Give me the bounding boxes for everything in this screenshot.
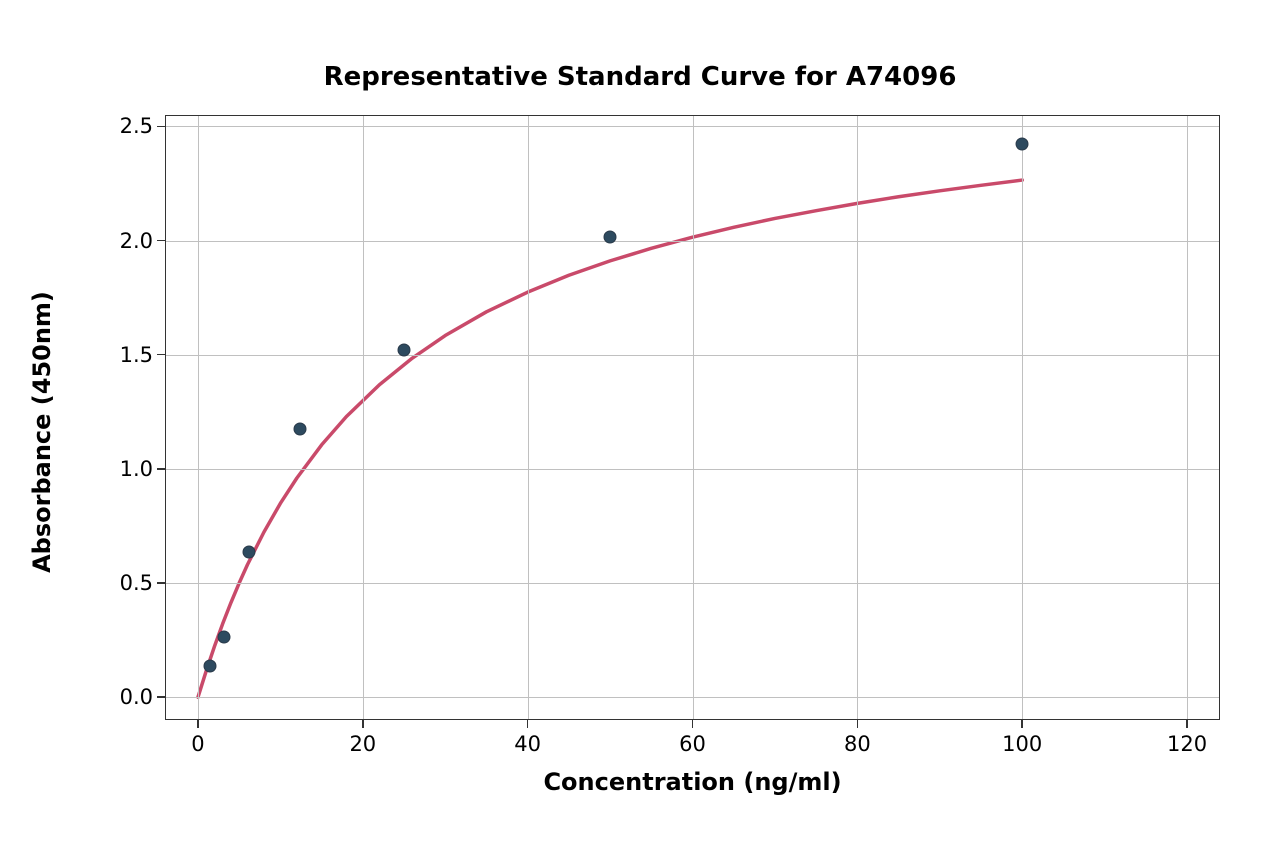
x-tick-label: 20 xyxy=(349,732,376,756)
y-tick-mark xyxy=(157,696,165,698)
x-tick-mark xyxy=(857,720,859,728)
x-tick-label: 0 xyxy=(191,732,204,756)
x-tick-label: 80 xyxy=(844,732,871,756)
x-tick-mark xyxy=(1186,720,1188,728)
y-tick-mark xyxy=(157,354,165,356)
y-tick-label: 0.5 xyxy=(115,571,153,595)
x-tick-mark xyxy=(692,720,694,728)
y-tick-mark xyxy=(157,126,165,128)
x-tick-mark xyxy=(1021,720,1023,728)
x-tick-label: 40 xyxy=(514,732,541,756)
y-tick-mark xyxy=(157,240,165,242)
x-axis-label: Concentration (ng/ml) xyxy=(165,768,1220,796)
y-tick-mark xyxy=(157,468,165,470)
x-tick-mark xyxy=(527,720,529,728)
x-tick-label: 100 xyxy=(1002,732,1042,756)
plot-area xyxy=(165,115,1220,720)
x-tick-label: 60 xyxy=(679,732,706,756)
x-tick-mark xyxy=(362,720,364,728)
y-tick-mark xyxy=(157,582,165,584)
y-tick-label: 0.0 xyxy=(115,685,153,709)
y-axis-label: Absorbance (450nm) xyxy=(28,282,56,582)
plot-border xyxy=(165,115,1220,720)
y-tick-label: 2.0 xyxy=(115,229,153,253)
x-tick-mark xyxy=(197,720,199,728)
y-tick-label: 2.5 xyxy=(115,114,153,138)
y-tick-label: 1.5 xyxy=(115,343,153,367)
chart-container: Representative Standard Curve for A74096… xyxy=(0,0,1280,845)
x-tick-label: 120 xyxy=(1167,732,1207,756)
chart-title: Representative Standard Curve for A74096 xyxy=(0,62,1280,92)
y-tick-label: 1.0 xyxy=(115,457,153,481)
